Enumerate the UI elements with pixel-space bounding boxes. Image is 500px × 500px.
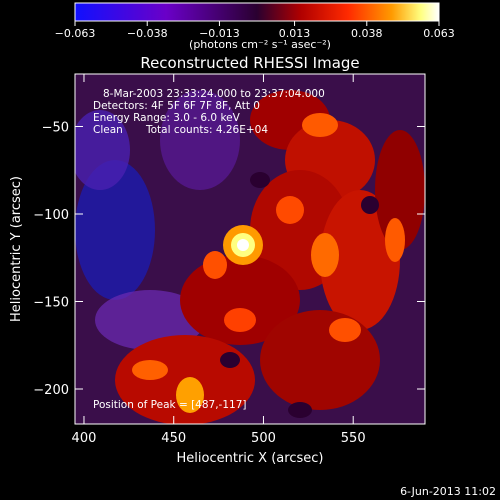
annotation-peak-position: Position of Peak = [487,-117]: [93, 399, 247, 411]
colorbar-tick-label: 0.063: [423, 27, 455, 40]
annotation-time-range: 8-Mar-2003 23:33:24.000 to 23:37:04.000: [103, 88, 325, 100]
y-axis-label: Heliocentric Y (arcsec): [9, 176, 24, 322]
heatmap-image: [75, 74, 425, 424]
chart-title: Reconstructed RHESSI Image: [140, 54, 359, 72]
colorbar: [74, 2, 440, 22]
x-tick-label: 550: [341, 431, 366, 446]
footer-date: 6-Jun-2013 11:02: [400, 485, 496, 498]
y-tick-label: −200: [33, 383, 69, 398]
colorbar-tick-label: 0.038: [351, 27, 383, 40]
plot-frame: [74, 73, 426, 425]
colorbar-tick-label: −0.013: [199, 27, 240, 40]
annotation-total-counts: Total counts: 4.26E+04: [145, 124, 268, 136]
annotation-energy-range: Energy Range: 3.0 - 6.0 keV: [93, 112, 241, 124]
y-axis-ticks: −50 −100 −150 −200: [33, 121, 425, 398]
x-axis-label: Heliocentric X (arcsec): [177, 451, 324, 466]
y-tick-label: −100: [33, 208, 69, 223]
annotation-clean: Clean: [93, 124, 123, 136]
annotation-detectors: Detectors: 4F 5F 6F 7F 8F, Att 0: [93, 100, 260, 112]
x-tick-label: 450: [161, 431, 186, 446]
colorbar-units: (photons cm⁻² s⁻¹ asec⁻²): [189, 38, 331, 51]
x-tick-label: 500: [251, 431, 276, 446]
colorbar-tick-label: −0.063: [55, 27, 96, 40]
y-tick-label: −50: [42, 121, 69, 136]
colorbar-ticks: −0.063 −0.038 −0.013 0.013 0.038 0.063: [55, 21, 455, 40]
y-tick-label: −150: [33, 296, 69, 311]
colorbar-tick-label: −0.038: [127, 27, 168, 40]
colorbar-tick-label: 0.013: [279, 27, 311, 40]
x-axis-ticks: 400 450 500 550: [72, 74, 366, 446]
x-tick-label: 400: [72, 431, 97, 446]
